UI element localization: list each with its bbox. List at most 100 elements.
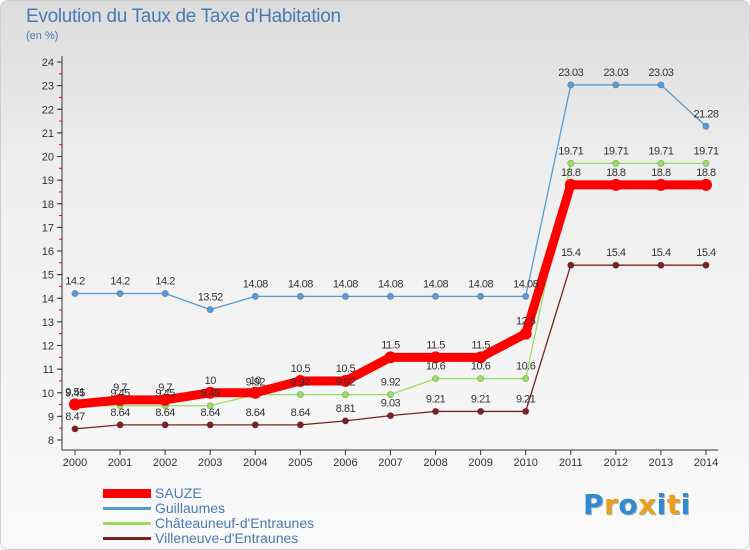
data-label: 9.92 <box>381 377 401 389</box>
data-point <box>386 391 394 399</box>
y-tick-label: 16 <box>42 246 54 258</box>
data-point <box>114 393 127 406</box>
data-point <box>519 327 532 340</box>
data-point <box>522 407 530 415</box>
data-label: 9.92 <box>246 377 266 389</box>
data-label: 9.45 <box>155 388 175 400</box>
data-point <box>522 375 530 383</box>
data-point <box>69 398 81 411</box>
data-point <box>474 351 487 364</box>
x-tick-label: 2000 <box>63 457 87 469</box>
data-point <box>567 261 575 269</box>
data-label: 21.28 <box>693 108 718 120</box>
y-tick-label: 14 <box>42 293 54 305</box>
data-point <box>477 407 485 415</box>
data-label: 10.6 <box>471 361 491 373</box>
data-label: 14.2 <box>110 276 130 288</box>
data-point <box>429 351 442 364</box>
chart-title: Evolution du Taux de Taxe d'Habitation <box>26 6 341 27</box>
data-point <box>609 178 622 191</box>
data-label: 13.52 <box>198 292 223 304</box>
legend-label: Guillaumes <box>155 500 226 516</box>
y-tick-label: 17 <box>42 222 54 234</box>
data-label: 18.8 <box>696 167 716 179</box>
data-label: 10.5 <box>291 363 311 375</box>
data-point <box>161 290 169 298</box>
x-tick-label: 2013 <box>649 457 673 469</box>
data-point <box>657 261 665 269</box>
y-tick-label: 23 <box>42 81 54 93</box>
y-tick-label: 10 <box>42 388 54 400</box>
axes: 8 9 10 11 12 13 14 15 16 17 18 19 20 21 22 23 24 2000 2001… <box>42 56 718 469</box>
data-label: 14.08 <box>513 278 538 290</box>
data-point <box>567 159 575 167</box>
y-tick-label: 9 <box>48 411 54 423</box>
data-point <box>432 375 440 383</box>
data-point <box>116 421 124 429</box>
data-label: 14.08 <box>423 278 448 290</box>
y-tick-label: 13 <box>42 317 54 329</box>
data-point <box>386 292 394 300</box>
data-label: 10 <box>250 375 262 387</box>
x-tick-label: 2001 <box>108 457 132 469</box>
data-label: 15.4 <box>561 247 581 259</box>
data-labels: 14.2 14.2 14.2 13.52 14.08 14.08 14.08 14.08 14.… <box>65 67 719 423</box>
data-point <box>71 425 79 433</box>
legend-label: Villeneuve-d'Entraunes <box>155 530 299 546</box>
data-point <box>477 292 485 300</box>
data-point <box>206 306 214 314</box>
data-point <box>522 292 530 300</box>
data-point <box>384 351 397 364</box>
x-tick-label: 2006 <box>333 457 357 469</box>
data-label: 19.71 <box>693 145 718 157</box>
data-point <box>71 290 79 298</box>
data-point <box>341 391 349 399</box>
data-point <box>296 391 304 399</box>
data-label: 8.81 <box>336 403 356 415</box>
data-point <box>612 159 620 167</box>
x-tick-label: 2010 <box>513 457 537 469</box>
data-point <box>206 402 214 410</box>
data-label: 23.03 <box>558 67 583 79</box>
x-tick-label: 2005 <box>288 457 312 469</box>
legend-swatch <box>103 507 151 510</box>
legend-swatch <box>103 537 151 540</box>
data-label: 18.8 <box>651 167 671 179</box>
data-label: 14.08 <box>333 278 358 290</box>
data-label: 9.45 <box>110 388 130 400</box>
proxiti-logo: Proxiti <box>583 488 691 521</box>
data-point <box>341 417 349 425</box>
y-tick-label: 11 <box>43 364 54 376</box>
data-point <box>612 81 620 89</box>
data-label: 15.4 <box>696 247 716 259</box>
data-point <box>296 421 304 429</box>
x-tick-label: 2002 <box>153 457 177 469</box>
unit-label: (en %) <box>26 30 59 42</box>
data-label: 9.92 <box>291 377 311 389</box>
y-tick-label: 15 <box>42 270 54 282</box>
data-label: 23.03 <box>603 67 628 79</box>
data-point <box>249 386 262 399</box>
data-label: 8.64 <box>200 407 220 419</box>
x-tick-label: 2011 <box>559 457 583 469</box>
data-point <box>657 159 665 167</box>
data-label: 8.64 <box>246 407 266 419</box>
data-point <box>339 374 352 387</box>
data-point <box>702 159 710 167</box>
data-point <box>699 178 712 191</box>
data-label: 9.45 <box>65 388 85 400</box>
data-label: 9.21 <box>426 393 446 405</box>
legend-label: Châteauneuf-d'Entraunes <box>155 515 315 531</box>
data-label: 14.08 <box>378 278 403 290</box>
data-label: 10.6 <box>516 361 536 373</box>
data-label: 15.4 <box>651 247 671 259</box>
data-point <box>432 292 440 300</box>
data-point <box>567 81 575 89</box>
x-tick-label: 2008 <box>423 457 447 469</box>
data-label: 9.51 <box>65 386 85 398</box>
data-label: 18.8 <box>606 167 626 179</box>
y-tick-label: 19 <box>42 175 54 187</box>
data-point <box>386 412 394 420</box>
x-tick-label: 2012 <box>604 457 628 469</box>
data-point <box>702 122 710 130</box>
